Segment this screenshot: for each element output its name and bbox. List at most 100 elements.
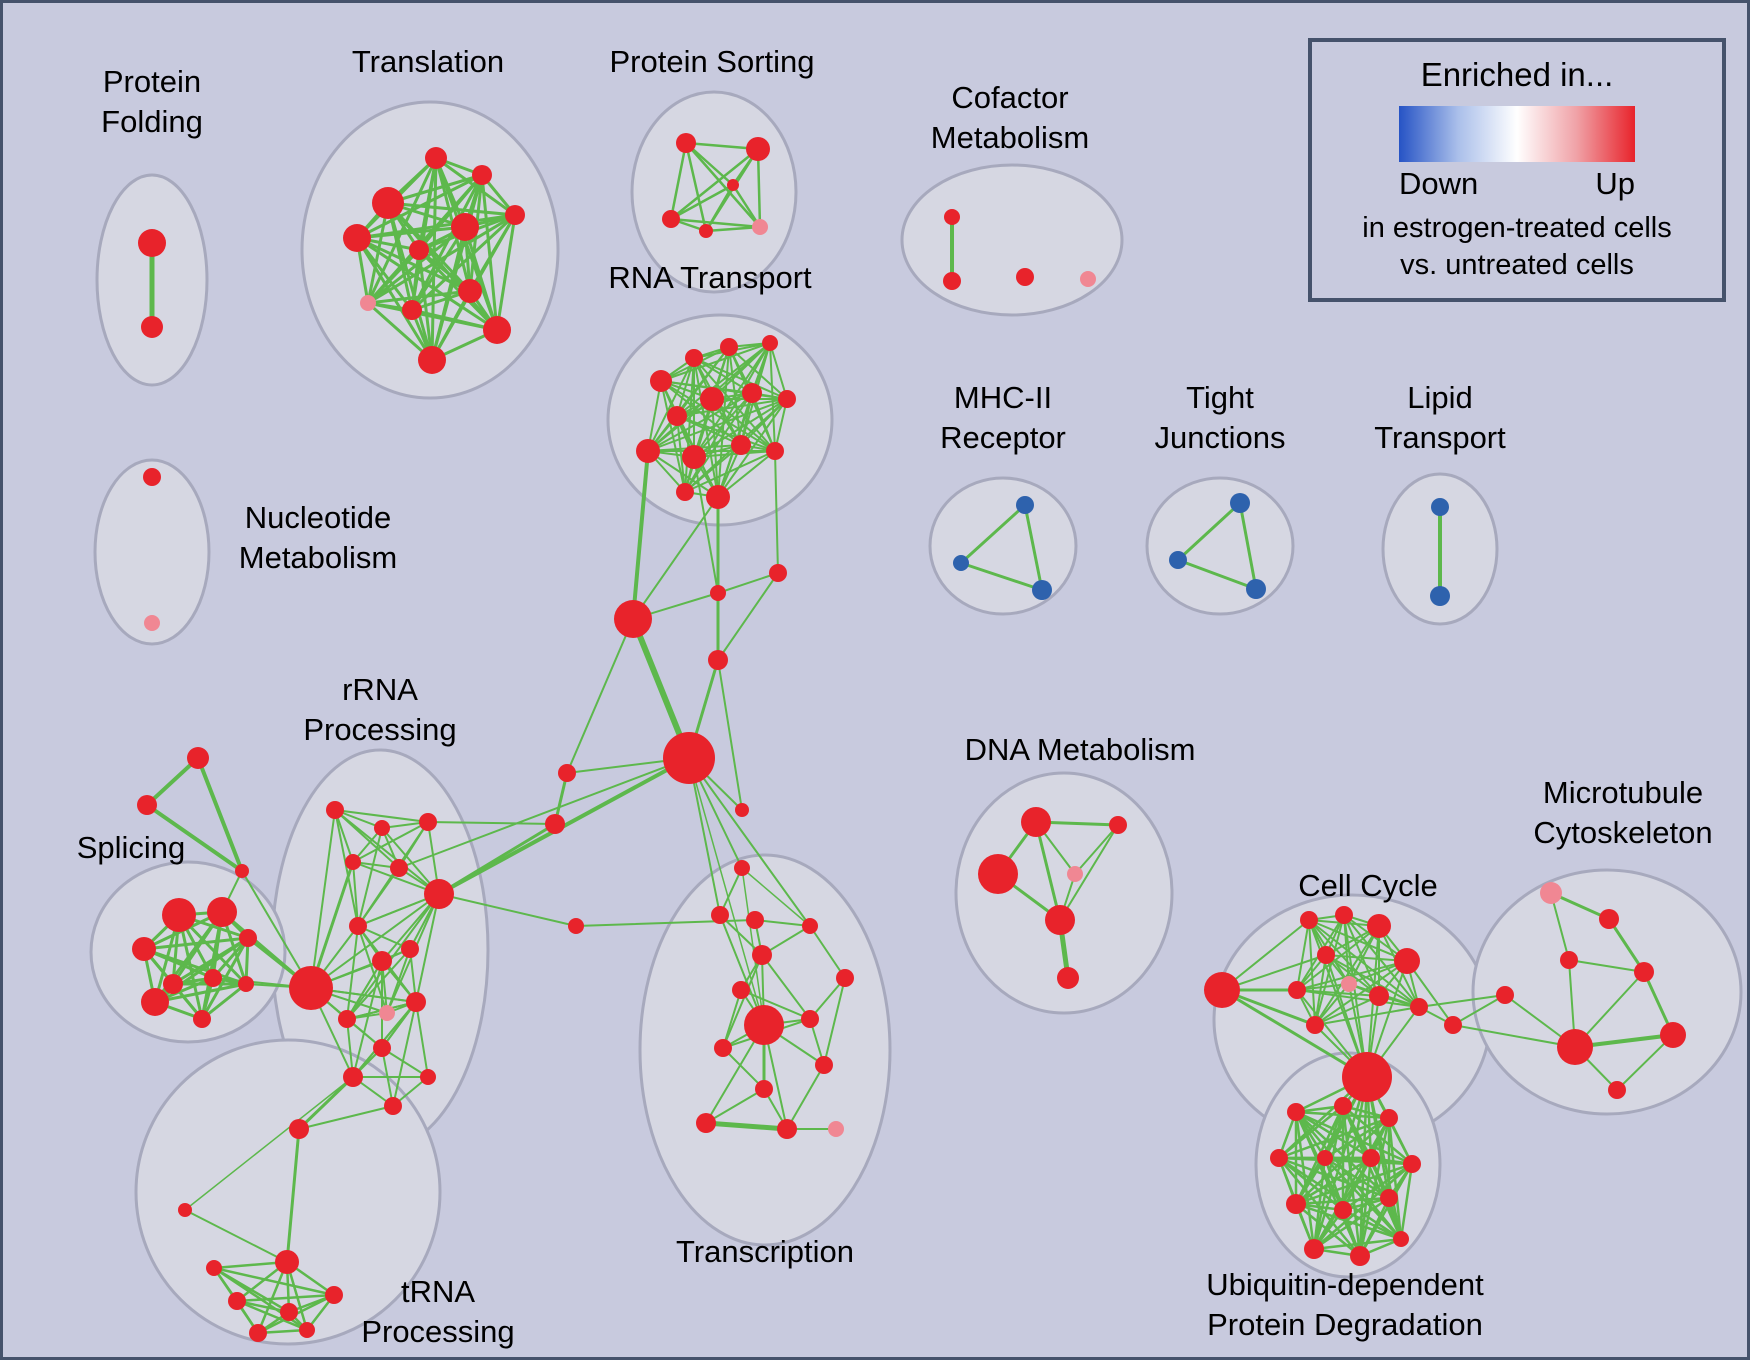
edge-sp8-sp9 [200, 982, 248, 1021]
node-dn4 [1067, 866, 1083, 882]
edge-mt1-mt3 [1550, 892, 1570, 961]
edge-tl1-tl12 [386, 201, 434, 362]
node-cc9 [1369, 986, 1389, 1006]
cluster-microtubule-cytoskeleton-label: Microtubule Cytoskeleton [1533, 775, 1712, 850]
node-sp6 [239, 929, 257, 947]
node-rr6 [424, 879, 454, 909]
edge-rr16-rr13 [392, 1001, 417, 1107]
edge-rr1-rr8 [334, 809, 359, 927]
edge-ub7-ub13 [1399, 1162, 1414, 1241]
cluster-cofactor-metabolism-label: Cofactor Metabolism [931, 80, 1090, 155]
edge-rr1-rr4 [334, 809, 354, 863]
node-mh3 [1032, 580, 1052, 600]
node-pf2 [141, 316, 163, 338]
edge-tl4-tl11 [480, 173, 499, 332]
node-cc4 [1367, 914, 1391, 938]
node-cn6 [558, 764, 576, 782]
node-sp9 [238, 976, 254, 992]
edge-tl6-tl8 [366, 225, 467, 305]
node-tl2 [425, 147, 447, 169]
node-ub6 [1362, 1149, 1380, 1167]
node-cn2 [769, 564, 787, 582]
edge-cn10-cn4 [717, 659, 743, 811]
node-rt3 [720, 338, 738, 356]
edge-rt11-rt14 [684, 444, 742, 493]
node-tr2 [178, 1203, 192, 1217]
node-rt1 [650, 370, 672, 392]
node-tl4 [472, 165, 492, 185]
edge-ps5-ps6 [731, 183, 762, 229]
node-cc3 [1335, 906, 1353, 924]
node-ps5 [752, 219, 768, 235]
node-ub10 [1380, 1189, 1398, 1207]
edge-mt5-cc13 [1452, 994, 1506, 1026]
edge-dn2-dn5 [1059, 824, 1119, 921]
node-rr8 [349, 917, 367, 935]
edge-tr1-tr3 [285, 1127, 301, 1264]
edge-rt2-rt13 [693, 357, 719, 498]
node-cc1 [1204, 972, 1240, 1008]
node-mt1 [1540, 882, 1562, 904]
edge-cn3-cn6 [566, 618, 634, 774]
edge-ub2-ub11 [1312, 1104, 1345, 1251]
edge-cc1-cc12 [1220, 988, 1369, 1079]
edge-rt9-rt13 [647, 450, 719, 498]
node-tr1 [289, 1119, 309, 1139]
edge-rr14-rr17 [381, 1047, 429, 1078]
edge-rt2-rt8 [676, 357, 695, 417]
edge-cc6-cc10 [1325, 954, 1420, 1008]
edge-dn2-dn4 [1074, 824, 1119, 875]
edge-tx11-tx12 [705, 1088, 765, 1124]
edge-ps1-ps2 [684, 141, 760, 151]
node-lt2 [1430, 586, 1450, 606]
edge-rr7-rr1 [310, 809, 336, 989]
edge-rr4-rr6 [352, 861, 440, 895]
cluster-dna-metabolism-label: DNA Metabolism [965, 732, 1196, 767]
edge-tr4-tr6 [235, 1293, 336, 1303]
legend-gradient-bar [1399, 106, 1635, 162]
edge-rt6-rt14 [684, 392, 753, 493]
node-tl7 [505, 205, 525, 225]
node-cc8 [1288, 981, 1306, 999]
edge-ps1-ps6 [684, 141, 735, 187]
node-rr14 [373, 1039, 391, 1057]
edge-tr2-tr3 [184, 1209, 288, 1263]
edge-mt2-mt4 [1607, 917, 1646, 974]
edge-tr1-rr16 [298, 1105, 394, 1130]
node-dn3 [978, 854, 1018, 894]
node-cc12 [1342, 1052, 1392, 1102]
cluster-translation-label: Translation [352, 44, 504, 79]
node-mt3 [1560, 951, 1578, 969]
node-ps2 [746, 137, 770, 161]
node-tl1 [372, 187, 404, 219]
node-cc13 [1444, 1016, 1462, 1034]
node-ub2 [1334, 1097, 1352, 1115]
edge-tx10-tx13 [786, 1064, 825, 1130]
edge-rt7-rt12 [711, 398, 776, 452]
node-tx1 [734, 860, 750, 876]
edge-rt7-rt13 [711, 398, 719, 498]
node-tl11 [483, 316, 511, 344]
node-cc11 [1306, 1016, 1324, 1034]
legend-line1: in estrogen-treated cells [1362, 212, 1672, 244]
edge-ps1-ps3 [669, 141, 688, 221]
edge-cc3-cc11 [1314, 914, 1345, 1026]
node-tl6 [451, 213, 479, 241]
edge-tg1-tg2 [145, 756, 200, 807]
node-cn10 [735, 803, 749, 817]
edge-ub6-ub12 [1358, 1156, 1373, 1258]
edge-cc3-cc5 [1343, 914, 1408, 962]
node-nm1 [143, 468, 161, 486]
node-tx14 [828, 1121, 844, 1137]
node-ub4 [1270, 1149, 1288, 1167]
node-sp4 [163, 974, 183, 994]
edge-cc13-cc5 [1406, 960, 1454, 1026]
edge-cc4-cc8 [1296, 925, 1380, 991]
cluster-lipid-transport-label: Lipid Transport [1374, 380, 1506, 455]
edge-rr5-rr8 [357, 867, 400, 927]
edge-tr1-rr15 [297, 1075, 355, 1131]
node-rr3 [419, 813, 437, 831]
node-sp5 [204, 969, 222, 987]
node-tl3 [343, 224, 371, 252]
node-cf3 [1016, 268, 1034, 286]
